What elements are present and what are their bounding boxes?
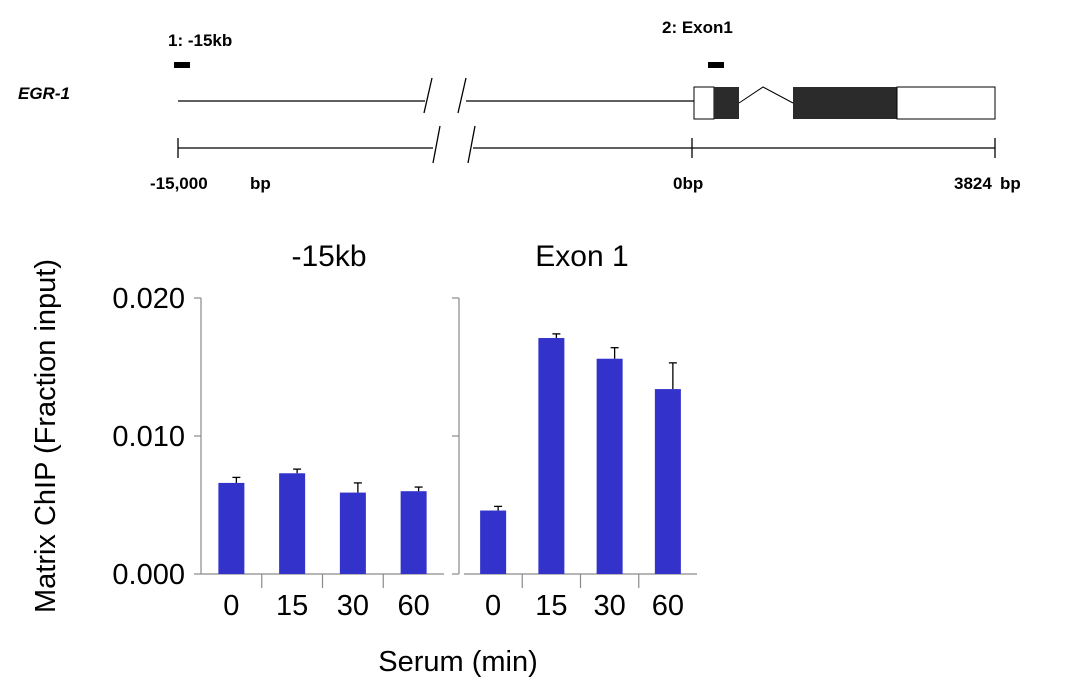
y-ticks: 0.000 0.010 0.020: [112, 283, 201, 591]
primer-2-label: 2: Exon1: [662, 18, 733, 37]
gene-map: EGR-1 1: -15kb 2: Exon1 -15,000 bp 0bp 3…: [18, 18, 1021, 193]
primer-1-marker: [174, 62, 190, 68]
bars: [480, 333, 681, 574]
chart-panel-exon1: Exon 1 0 15 30 60: [452, 240, 697, 622]
x-tick-label: 15: [535, 590, 567, 622]
x-tick-label: 60: [397, 590, 429, 622]
chart-panel-15kb: -15kb 0.000 0.010 0.020 0 15 30 60: [112, 240, 444, 622]
scale-middle-label: 0bp: [673, 174, 703, 193]
bar: [400, 491, 427, 574]
bar: [480, 510, 507, 574]
scale-right-unit: bp: [1000, 174, 1021, 193]
gene-line-break-2: [457, 77, 467, 114]
scale-break-1: [432, 125, 441, 164]
bar: [596, 358, 623, 574]
exon-1-box: [714, 87, 739, 119]
x-tick-label: 30: [593, 590, 625, 622]
gene-line-break-1: [423, 77, 433, 114]
y-tick-label: 0.010: [112, 421, 185, 453]
x-tick-label: 30: [337, 590, 369, 622]
bars: [218, 468, 427, 574]
x-tick-label: 0: [223, 590, 239, 622]
bar: [279, 473, 306, 574]
utr-3-box: [896, 86, 996, 120]
x-tick-label: 60: [652, 590, 684, 622]
bar: [339, 492, 366, 574]
primer-1-label: 1: -15kb: [168, 31, 232, 50]
y-axis-label: Matrix ChIP (Fraction input): [30, 259, 62, 613]
y-tick-label: 0.020: [112, 283, 185, 315]
exon-2-box: [793, 87, 897, 119]
bar: [218, 482, 245, 574]
scale-right-label: 3824: [954, 174, 992, 193]
y-tick-label: 0.000: [112, 559, 185, 591]
x-ticks: 0 15 30 60: [485, 574, 684, 622]
bar: [538, 338, 565, 574]
primer-2-marker: [708, 62, 724, 68]
chart-title: -15kb: [291, 240, 366, 273]
x-tick-label: 0: [485, 590, 501, 622]
intron-line: [738, 86, 794, 104]
x-tick-label: 15: [276, 590, 308, 622]
scale-left-unit: bp: [250, 174, 271, 193]
chart-title: Exon 1: [535, 240, 628, 273]
bar: [654, 389, 681, 574]
utr-5-box: [693, 86, 715, 120]
x-ticks: 0 15 30 60: [223, 574, 430, 622]
x-axis-label: Serum (min): [378, 646, 538, 678]
y-ticks: [452, 297, 459, 575]
scale-left-label: -15,000: [150, 174, 208, 193]
gene-name-label: EGR-1: [18, 84, 70, 103]
scale-break-2: [467, 125, 476, 164]
